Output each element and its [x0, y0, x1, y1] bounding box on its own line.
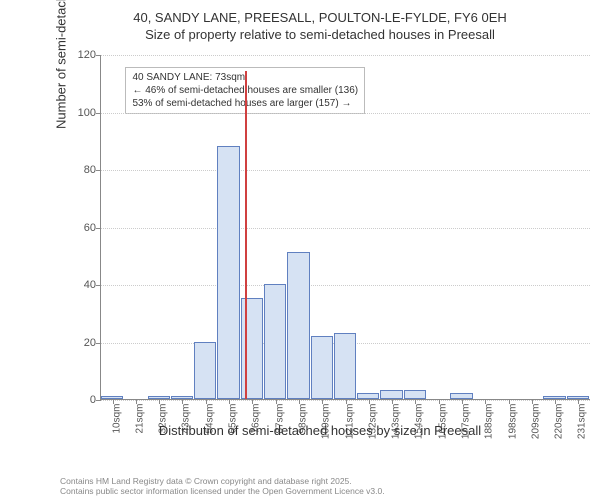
y-tick-label: 120	[71, 49, 96, 61]
grid-line	[101, 170, 590, 171]
y-tick-mark	[96, 400, 101, 401]
attribution-line1: Contains HM Land Registry data © Crown c…	[60, 476, 385, 486]
y-tick-mark	[96, 55, 101, 56]
grid-line	[101, 55, 590, 56]
histogram-bar	[311, 336, 333, 399]
y-tick-label: 80	[71, 164, 96, 176]
y-tick-label: 20	[71, 337, 96, 349]
y-tick-mark	[96, 170, 101, 171]
grid-line	[101, 285, 590, 286]
x-axis-label: Distribution of semi-detached houses by …	[60, 423, 580, 438]
chart-title-line1: 40, SANDY LANE, PREESALL, POULTON-LE-FYL…	[60, 10, 580, 25]
y-tick-mark	[96, 113, 101, 114]
reference-line	[245, 71, 247, 399]
chart-title-line2: Size of property relative to semi-detach…	[60, 27, 580, 42]
y-tick-label: 100	[71, 107, 96, 119]
grid-line	[101, 113, 590, 114]
grid-line	[101, 228, 590, 229]
attribution-line2: Contains public sector information licen…	[60, 486, 385, 496]
attribution: Contains HM Land Registry data © Crown c…	[60, 476, 385, 496]
chart-container: 40, SANDY LANE, PREESALL, POULTON-LE-FYL…	[60, 10, 580, 450]
y-tick-label: 0	[71, 394, 96, 406]
histogram-bar	[194, 342, 216, 400]
y-tick-mark	[96, 343, 101, 344]
histogram-bar	[217, 146, 239, 399]
y-tick-label: 40	[71, 279, 96, 291]
histogram-bar	[287, 252, 309, 399]
histogram-bar	[334, 333, 356, 399]
histogram-bar	[264, 284, 286, 399]
histogram-bar	[241, 298, 263, 399]
y-tick-mark	[96, 285, 101, 286]
y-tick-mark	[96, 228, 101, 229]
histogram-bar	[380, 390, 402, 399]
y-tick-label: 60	[71, 222, 96, 234]
plot-area: Number of semi-detached properties 40 SA…	[100, 55, 590, 400]
y-axis-label: Number of semi-detached properties	[54, 0, 69, 129]
histogram-bar	[404, 390, 426, 399]
